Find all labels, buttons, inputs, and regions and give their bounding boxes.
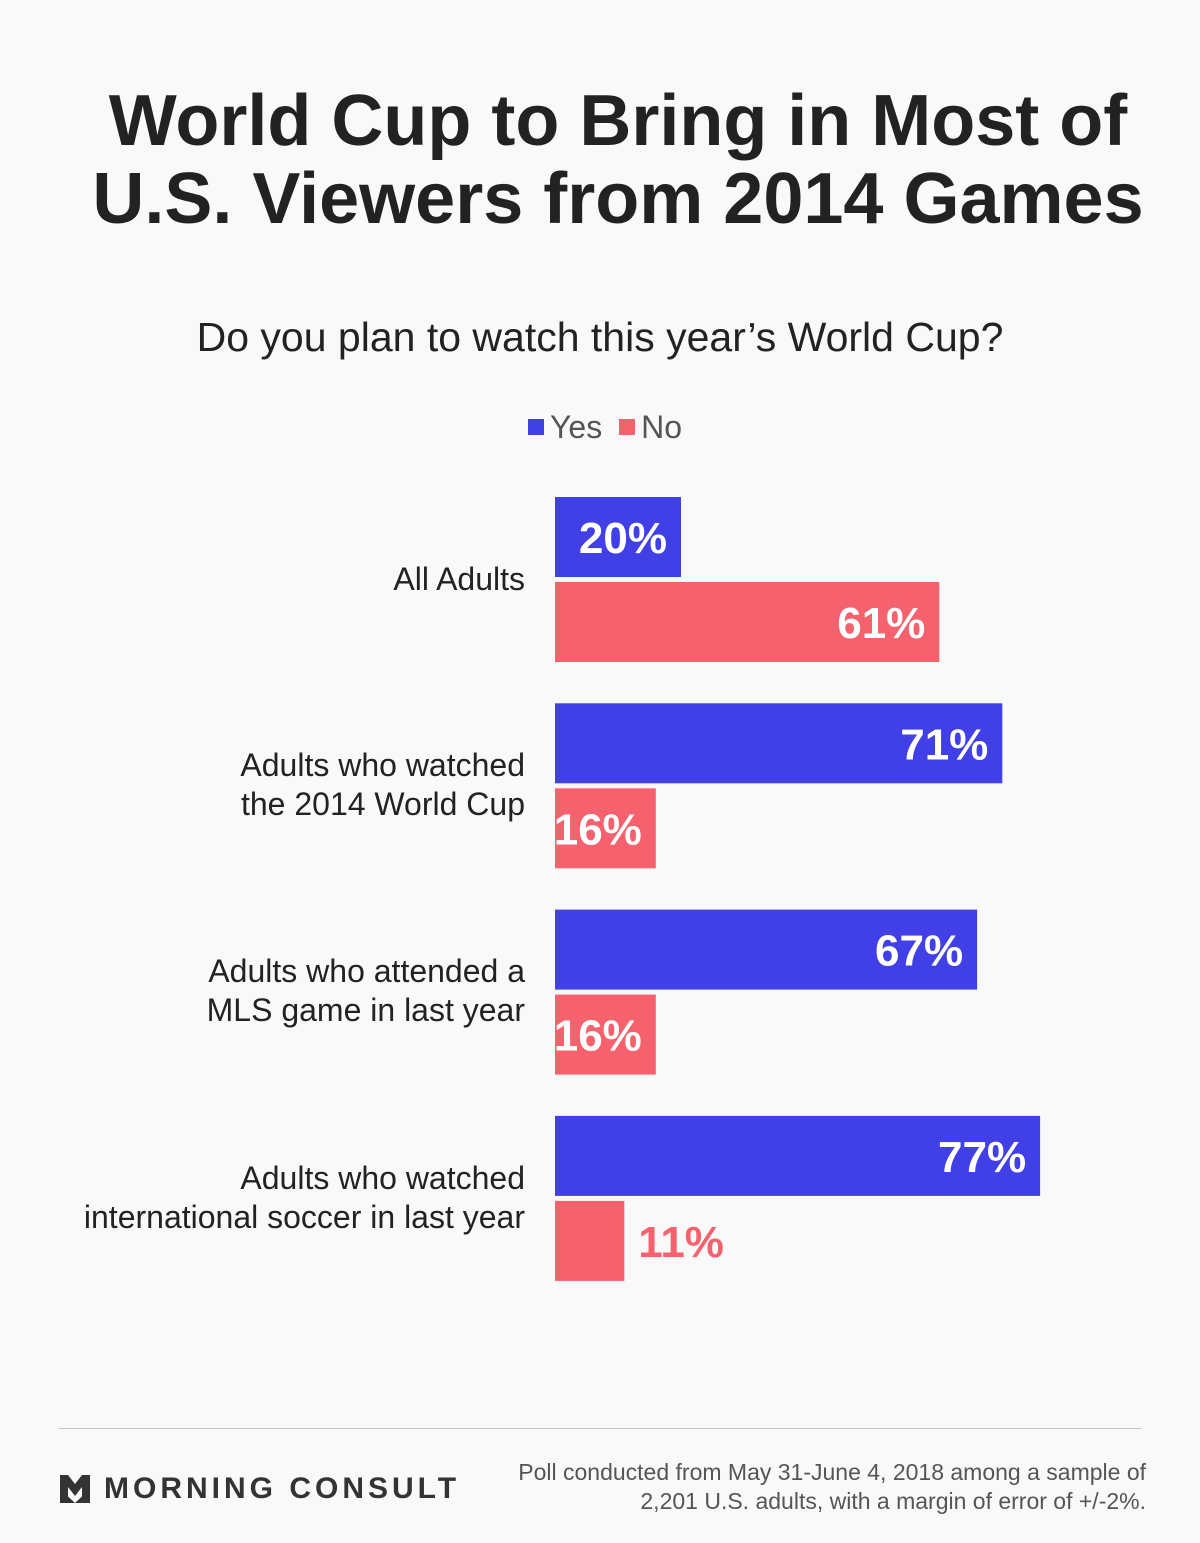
category-label-line: international soccer in last year xyxy=(83,1199,525,1235)
data-label-yes-3: 77% xyxy=(938,1133,1026,1182)
bar-yes-2 xyxy=(555,909,978,990)
category-label-line: Adults who attended a xyxy=(208,953,525,989)
legend-swatch-no xyxy=(619,419,636,435)
morning-consult-logo-icon xyxy=(60,1475,90,1503)
category-label-line: MLS game in last year xyxy=(206,992,525,1028)
bar-no-1 xyxy=(555,788,656,869)
category-label-watched-international: Adults who watched international soccer … xyxy=(84,1159,525,1237)
bar-chart: 20% 61% 71% 16% 67% 16% 77% 11% xyxy=(554,497,1041,1281)
category-label-line: Adults who watched xyxy=(240,747,525,783)
bar-yes-3 xyxy=(555,1115,1041,1196)
legend-swatch-yes xyxy=(528,419,544,435)
data-label-no-2: 16% xyxy=(554,1012,642,1061)
footnote: Poll conducted from May 31-June 4, 2018 … xyxy=(446,1458,1146,1516)
category-label-watched-2014: Adults who watched the 2014 World Cup xyxy=(240,746,525,824)
footnote-line-2: 2,201 U.S. adults, with a margin of erro… xyxy=(640,1488,1146,1514)
legend-item-yes: Yes xyxy=(528,407,602,447)
legend: Yes No xyxy=(0,404,1200,447)
category-label-attended-mls: Adults who attended a MLS game in last y… xyxy=(207,952,525,1030)
brand-logo: MORNING CONSULT xyxy=(60,1470,460,1508)
legend-item-no: No xyxy=(619,407,682,447)
bar-no-2 xyxy=(555,994,656,1075)
chart-title-line-2: U.S. Viewers from 2014 Games xyxy=(92,159,1144,239)
data-label-no-3: 11% xyxy=(638,1218,724,1267)
data-label-yes-0: 20% xyxy=(579,514,667,563)
data-label-no-1: 16% xyxy=(554,805,642,854)
footnote-line-1: Poll conducted from May 31-June 4, 2018 … xyxy=(518,1459,1146,1485)
category-label-line: Adults who watched xyxy=(240,1160,525,1196)
category-label-line: the 2014 World Cup xyxy=(240,786,525,822)
chart-title-line-1: World Cup to Bring in Most of xyxy=(108,81,1128,161)
bar-no-3 xyxy=(555,1200,625,1281)
data-label-no-0: 61% xyxy=(837,599,925,648)
category-label-line: All Adults xyxy=(393,561,525,597)
legend-label-yes: Yes xyxy=(550,409,603,445)
data-label-yes-1: 71% xyxy=(900,720,988,769)
chart-title: World Cup to Bring in Most of U.S. Viewe… xyxy=(0,82,1200,238)
footer-divider xyxy=(58,1428,1142,1429)
bar-yes-1 xyxy=(555,703,1003,784)
brand-name: MORNING CONSULT xyxy=(104,1472,461,1505)
bar-no-0 xyxy=(555,582,940,662)
data-label-yes-2: 67% xyxy=(875,927,963,976)
category-label-all-adults: All Adults xyxy=(393,560,525,599)
legend-label-no: No xyxy=(641,409,682,445)
chart-subtitle: Do you plan to watch this year’s World C… xyxy=(196,314,1004,360)
bar-yes-0 xyxy=(555,497,681,577)
